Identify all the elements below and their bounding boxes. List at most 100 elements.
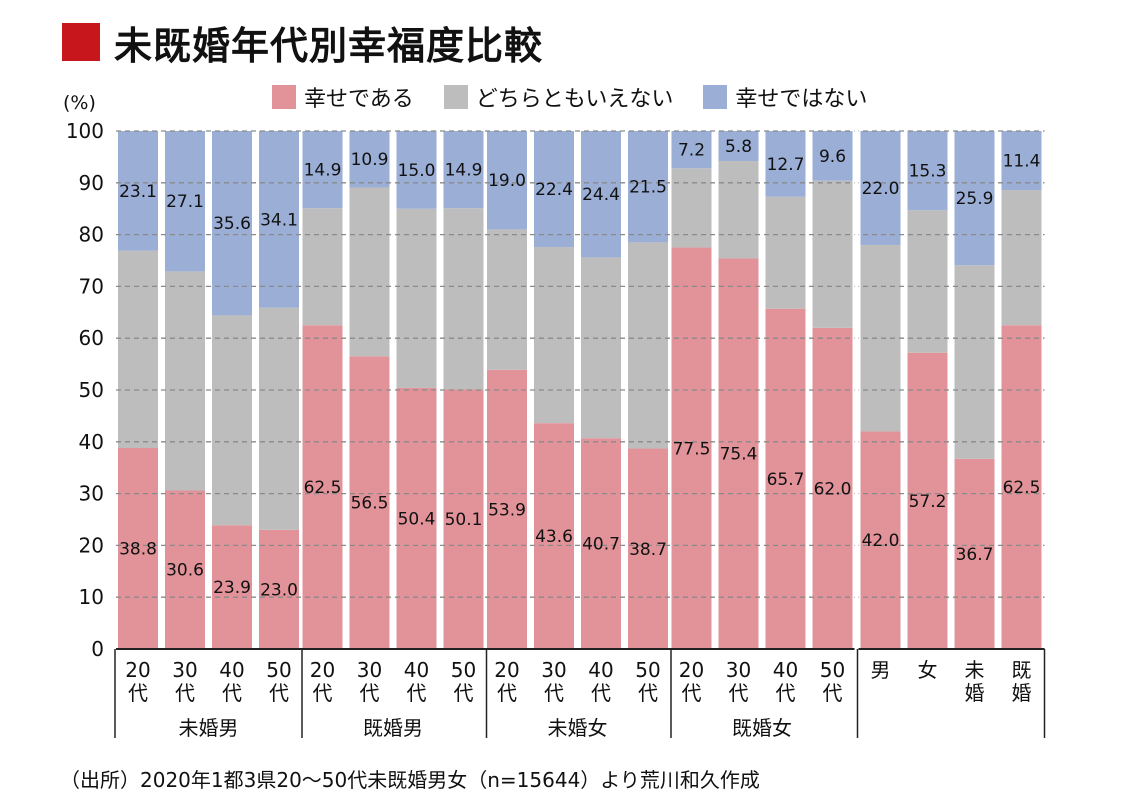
x-tick-label: 代 xyxy=(638,681,658,705)
x-tick-label: 40 xyxy=(588,658,613,682)
bar-segment-unhappy xyxy=(765,131,806,197)
data-label-happy: 53.9 xyxy=(488,500,526,520)
stacked-bar-chart: 0 10 20 30 40 50 60 70 80 90 100 38.8 23.1 30.6 27.1 23… xyxy=(66,119,1046,740)
bar-segment-happy xyxy=(581,438,621,649)
bar-segment-happy xyxy=(259,529,299,649)
bar-segment-neutral xyxy=(671,168,712,248)
data-label-happy: 23.9 xyxy=(213,578,251,598)
bar-segment-neutral xyxy=(628,242,668,449)
x-tick-label: 50 xyxy=(635,658,660,682)
bar-segment-neutral xyxy=(581,257,621,439)
data-label-happy: 40.7 xyxy=(582,535,620,555)
x-tick-label: 婚 xyxy=(1012,681,1032,705)
x-tick-label: 50 xyxy=(451,658,476,682)
bar-segment-happy xyxy=(118,448,158,649)
data-label-happy: 62.0 xyxy=(814,479,852,499)
bar-segment-happy xyxy=(534,423,574,649)
bar-segment-unhappy xyxy=(671,131,712,169)
data-label-happy: 50.4 xyxy=(398,509,436,529)
bar-segment-neutral xyxy=(349,187,390,357)
bar-segment-unhappy xyxy=(628,131,668,243)
bar-segment-unhappy xyxy=(165,131,205,272)
x-tick-label: 代 xyxy=(222,681,242,705)
y-tick-label: 10 xyxy=(79,585,104,609)
x-tick-label: 20 xyxy=(494,658,519,682)
x-tick-label: 婚 xyxy=(965,681,985,705)
x-tick-label: 50 xyxy=(820,658,845,682)
bar-segment-happy xyxy=(718,258,759,649)
data-label-happy: 62.5 xyxy=(1003,478,1041,498)
legend-swatch-happy xyxy=(272,85,296,109)
bar-segment-happy xyxy=(812,327,853,649)
bar-segment-unhappy xyxy=(259,131,299,308)
bar-segment-unhappy xyxy=(443,131,484,209)
data-label-unhappy: 9.6 xyxy=(819,147,846,167)
data-label-happy: 75.4 xyxy=(720,445,758,465)
data-label-unhappy: 15.0 xyxy=(398,161,436,181)
data-label-unhappy: 22.4 xyxy=(535,180,573,200)
data-label-unhappy: 5.8 xyxy=(725,137,752,157)
data-label-unhappy: 35.6 xyxy=(213,214,251,234)
x-tick-label: 40 xyxy=(773,658,798,682)
group-label: 未婚女 xyxy=(548,716,608,740)
y-tick-label: 100 xyxy=(66,119,104,143)
x-tick-label: 20 xyxy=(310,658,335,682)
group-label: 既婚女 xyxy=(732,716,792,740)
x-tick-label: 代 xyxy=(269,681,289,705)
x-tick-label: 20 xyxy=(125,658,150,682)
x-tick-label: 女 xyxy=(918,658,938,682)
legend-label-happy: 幸せである xyxy=(304,87,414,112)
bar-segment-unhappy xyxy=(212,131,252,316)
data-label-unhappy: 10.9 xyxy=(351,150,389,170)
bar-segment-unhappy xyxy=(396,131,437,209)
bar-segment-happy xyxy=(765,308,806,649)
data-label-happy: 56.5 xyxy=(351,494,389,514)
y-tick-label: 30 xyxy=(79,482,104,506)
legend-item-neutral: どちらともいえない xyxy=(443,81,673,113)
bar-segment-unhappy xyxy=(487,131,527,230)
x-tick-label: 30 xyxy=(172,658,197,682)
x-tick-label: 未 xyxy=(965,658,985,682)
title-accent-square xyxy=(62,23,100,61)
bar-segment-unhappy xyxy=(860,131,901,245)
data-label-unhappy: 7.2 xyxy=(678,141,705,161)
chart-title: 未既婚年代別幸福度比較 xyxy=(62,14,543,70)
bar-segment-unhappy xyxy=(534,131,574,248)
data-label-unhappy: 12.7 xyxy=(767,155,805,175)
source-note: （出所）2020年1都3県20〜50代未既婚男女（n=15644）より荒川和久作… xyxy=(60,768,760,792)
bar-segment-happy xyxy=(907,352,948,649)
data-label-happy: 62.5 xyxy=(304,478,342,498)
y-tick-label: 60 xyxy=(79,326,104,350)
data-label-happy: 65.7 xyxy=(767,470,805,490)
bar-segment-happy xyxy=(349,356,390,649)
y-tick-label: 50 xyxy=(79,378,104,402)
x-tick-label: 代 xyxy=(454,681,474,705)
data-label-unhappy: 25.9 xyxy=(956,189,994,209)
bar-segment-unhappy xyxy=(907,131,948,211)
x-tick-label: 代 xyxy=(729,681,749,705)
x-tick-label: 代 xyxy=(776,681,796,705)
y-axis-unit-label: (%) xyxy=(63,92,96,114)
bar-segment-happy xyxy=(396,387,437,649)
data-label-happy: 30.6 xyxy=(166,561,204,581)
x-tick-label: 代 xyxy=(497,681,517,705)
x-tick-label: 代 xyxy=(591,681,611,705)
x-tick-label: 代 xyxy=(823,681,843,705)
bar-segment-unhappy xyxy=(718,131,759,162)
x-tick-label: 代 xyxy=(682,681,702,705)
bar-segment-unhappy xyxy=(118,131,158,251)
bar-segment-happy xyxy=(860,431,901,649)
x-tick-label: 既 xyxy=(1012,658,1032,682)
x-tick-label: 代 xyxy=(360,681,380,705)
x-tick-label: 代 xyxy=(128,681,148,705)
bar-segment-unhappy xyxy=(954,131,995,266)
x-tick-label: 男 xyxy=(871,658,891,682)
bar-segment-happy xyxy=(165,490,205,649)
bar-segment-neutral xyxy=(1001,190,1042,326)
x-tick-label: 40 xyxy=(404,658,429,682)
x-tick-label: 代 xyxy=(313,681,333,705)
bar-segment-neutral xyxy=(165,271,205,491)
bar-segment-neutral xyxy=(212,315,252,526)
x-tick-label: 20 xyxy=(679,658,704,682)
legend-swatch-unhappy xyxy=(703,85,728,109)
